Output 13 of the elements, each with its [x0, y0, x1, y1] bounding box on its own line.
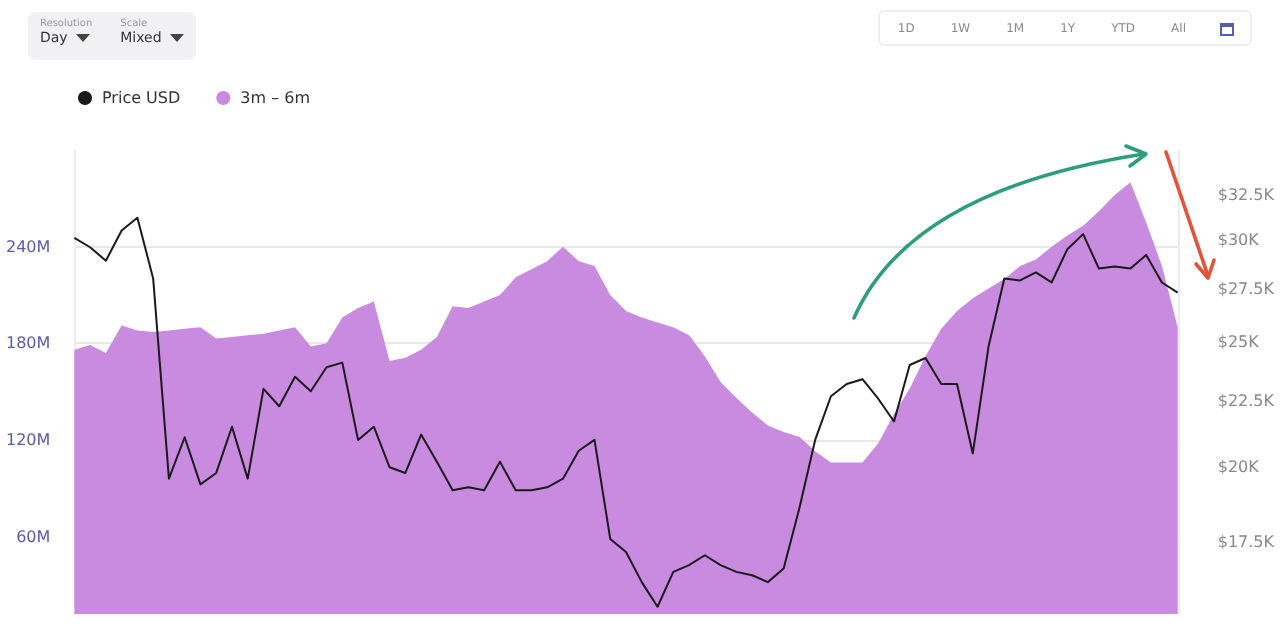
y2-tick-label: $25K — [1217, 333, 1261, 352]
legend-label: 3m – 6m — [240, 89, 311, 107]
y2-tick-label: $32.5K — [1217, 185, 1276, 204]
y2-tick-label: $22.5K — [1217, 392, 1276, 411]
y-tick-label: 120M — [6, 431, 51, 449]
y2-tick-label: $20K — [1217, 458, 1261, 477]
y-tick-label: 240M — [6, 237, 51, 256]
y2-tick-label: $27.5K — [1217, 279, 1276, 298]
y2-tick-label: $17.5K — [1217, 533, 1276, 552]
y2-tick-label: $30K — [1217, 230, 1261, 249]
y-tick-label: 180M — [6, 334, 51, 353]
legend-label: Price USD — [102, 89, 181, 107]
y-tick-label: 60M — [16, 527, 51, 546]
